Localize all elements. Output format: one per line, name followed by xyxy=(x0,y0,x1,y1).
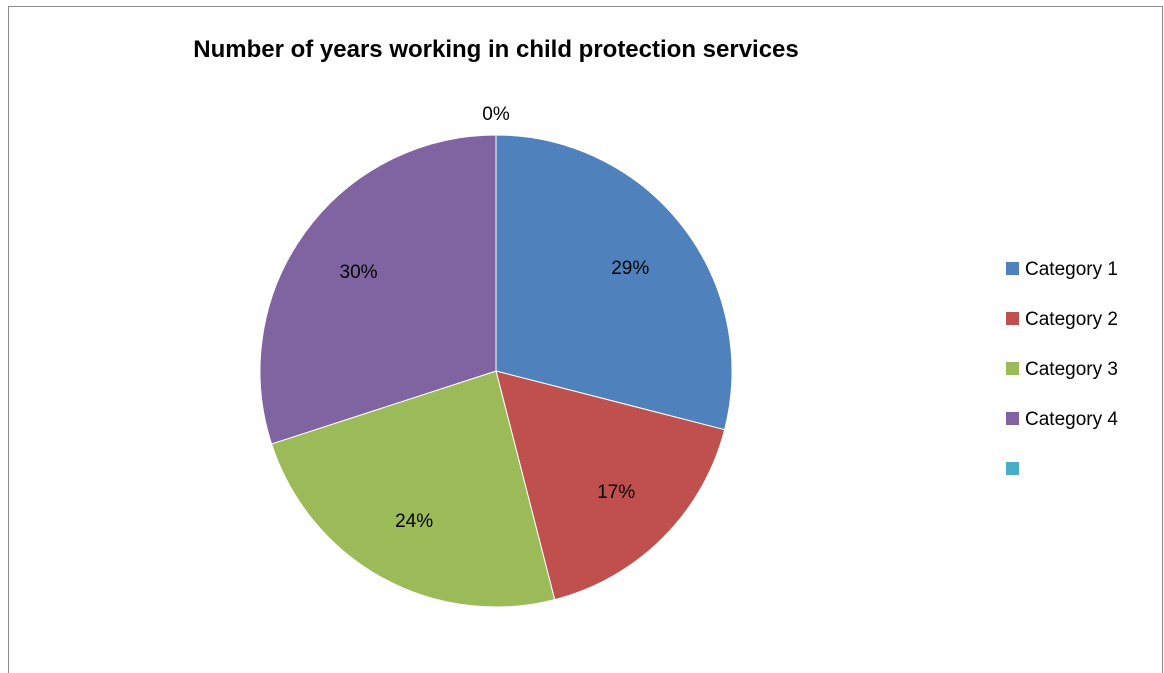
data-labels: 29% 17% 24% 30% 0% xyxy=(340,104,650,532)
legend-label-category-3: Category 3 xyxy=(1025,359,1118,380)
pie-slice-category-2 xyxy=(495,370,726,601)
legend-label-category-4: Category 4 xyxy=(1025,409,1118,430)
pie-slice-category-4 xyxy=(259,134,497,445)
pie-slice-category-1 xyxy=(495,134,733,431)
legend-swatch-category-2 xyxy=(1006,312,1019,325)
legend-swatch-category-3 xyxy=(1006,362,1019,375)
data-label-blank: 0% xyxy=(482,104,510,125)
legend-swatch-category-1 xyxy=(1006,262,1019,275)
legend-label-category-1: Category 1 xyxy=(1025,259,1118,280)
data-label-category-1: 29% xyxy=(611,258,649,279)
pie-slices xyxy=(259,134,733,608)
legend-swatch-category-4 xyxy=(1006,412,1019,425)
legend-swatch-blank xyxy=(1006,462,1019,475)
data-label-category-2: 17% xyxy=(597,482,635,503)
legend: Category 1 Category 2 Category 3 Category 4 xyxy=(1006,259,1118,475)
data-label-category-4: 30% xyxy=(340,262,378,283)
pie-slice-category-3 xyxy=(270,370,556,608)
legend-label-category-2: Category 2 xyxy=(1025,309,1118,330)
chart-title: Number of years working in child protect… xyxy=(193,36,799,63)
data-label-category-3: 24% xyxy=(395,511,433,532)
